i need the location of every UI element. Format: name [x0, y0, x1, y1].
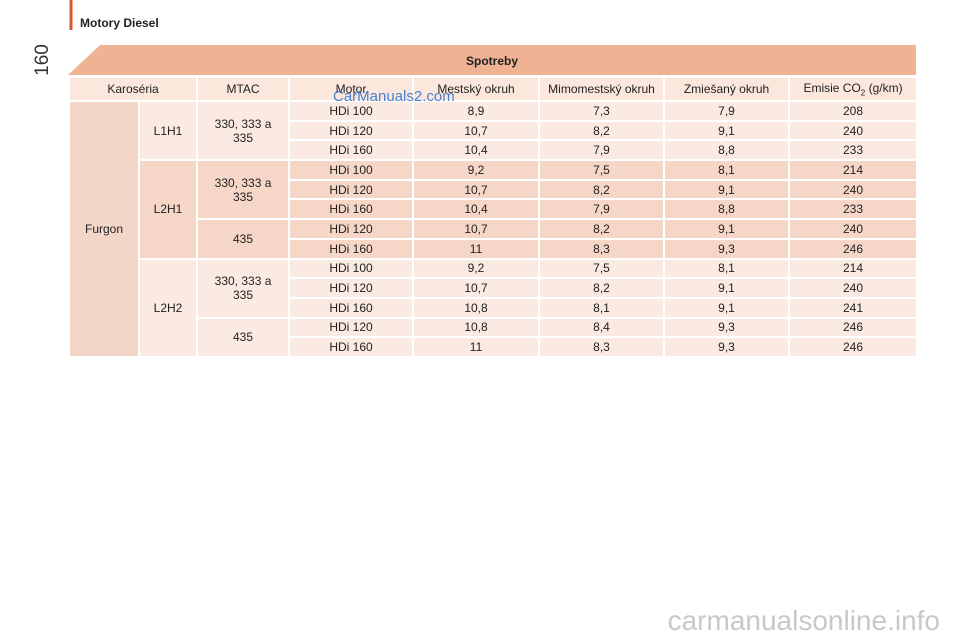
- consumption-table: Karoséria MTAC Motor Mestský okruh Mimomests…: [67, 76, 919, 358]
- value-cell: 10,4: [412, 198, 541, 221]
- value-cell: 7,9: [663, 100, 791, 122]
- value-cell: 8,8: [663, 139, 791, 162]
- value-cell: 7,5: [538, 159, 666, 181]
- column-header: Emisie CO2 (g/km): [788, 76, 919, 102]
- value-cell: 7,9: [538, 139, 666, 162]
- column-header: Karoséria: [67, 76, 199, 102]
- value-cell: 240: [788, 277, 919, 299]
- table-row: HDi 120 10,7 8,2 9,1 240: [69, 277, 919, 299]
- value-cell: 9,1: [663, 296, 791, 319]
- value-cell: 10,8: [412, 316, 541, 339]
- value-cell: 9,1: [663, 119, 791, 142]
- value-cell: 246: [788, 316, 919, 339]
- motor-cell: HDi 160: [288, 296, 415, 319]
- header-unit: (g/km): [868, 80, 903, 95]
- motor-cell: HDi 160: [288, 336, 415, 358]
- column-header: Motor: [288, 76, 415, 102]
- decor: Spotreby Motory Diesel 160: [32, 0, 916, 76]
- value-cell: 233: [788, 198, 919, 221]
- height-cell: L1H1: [137, 99, 199, 162]
- motor-cell: HDi 100: [288, 257, 415, 280]
- value-cell: 214: [788, 257, 919, 280]
- value-cell: 10,7: [412, 178, 541, 201]
- value-cell: 246: [788, 237, 919, 260]
- value-cell: 10,8: [412, 296, 541, 319]
- value-cell: 8,2: [538, 218, 666, 240]
- value-cell: 233: [788, 139, 919, 162]
- mtac-cell: 330, 333 a 335: [196, 159, 291, 221]
- value-cell: 240: [788, 178, 919, 201]
- mtac-cell: 435: [196, 218, 291, 260]
- body-cell: Furgon: [68, 100, 140, 358]
- value-cell: 240: [788, 218, 919, 240]
- value-cell: 9,1: [663, 277, 791, 299]
- value-cell: 9,2: [412, 159, 541, 181]
- table-title: Spotreby: [466, 54, 518, 68]
- table-row: Furgon L1H1 330, 333 a 335 HDi 100 8,9 7,3 7,9…: [68, 99, 919, 358]
- value-cell: 10,4: [412, 139, 541, 162]
- value-cell: 8,1: [538, 296, 666, 319]
- section-title: Motory Diesel: [80, 16, 159, 30]
- column-header: Mestský okruh: [412, 76, 541, 102]
- value-cell: 9,3: [663, 237, 791, 260]
- value-cell: 9,3: [663, 336, 791, 358]
- motor-cell: HDi 120: [288, 277, 415, 299]
- value-cell: 8,1: [663, 257, 791, 280]
- value-cell: 11: [412, 336, 541, 358]
- value-cell: 8,2: [538, 178, 666, 201]
- motor-cell: HDi 160: [288, 139, 415, 162]
- height-cell: L2H2: [137, 257, 199, 358]
- motor-cell: HDi 160: [288, 237, 415, 260]
- table-row: 435 HDi 120 10,8 8,4 9,3 246: [69, 316, 919, 358]
- watermark: CarManuals2.com: [333, 88, 455, 105]
- header-row: Karoséria MTAC Motor Mestský okruh Mimomests…: [67, 76, 919, 102]
- value-cell: 214: [788, 159, 919, 181]
- value-cell: 10,7: [412, 218, 541, 240]
- mtac-cell: 330, 333 a 335: [196, 99, 291, 162]
- mtac-cell: 330, 333 a 335: [196, 257, 291, 319]
- value-cell: 8,8: [663, 198, 791, 221]
- value-cell: 10,7: [412, 277, 541, 299]
- value-cell: 8,2: [538, 277, 666, 299]
- title-bar: [68, 45, 916, 75]
- value-cell: 208: [788, 100, 919, 122]
- value-cell: 241: [788, 296, 919, 319]
- header-subscript: 2: [860, 88, 866, 98]
- value-cell: 8,3: [538, 237, 666, 260]
- value-cell: 8,3: [538, 336, 666, 358]
- watermark: carmanualsonline.info: [667, 605, 940, 636]
- value-cell: 8,1: [663, 159, 791, 181]
- header-text: Emisie CO: [803, 80, 861, 95]
- table-row: L2H2 330, 333 a 335 HDi 100 9,2 7,5 8,1 214: [69, 257, 919, 358]
- value-cell: 9,2: [412, 257, 541, 280]
- value-cell: 9,1: [663, 178, 791, 201]
- value-cell: 11: [412, 237, 541, 260]
- mtac-cell: 435: [196, 316, 291, 358]
- motor-cell: HDi 120: [288, 218, 415, 240]
- value-cell: 8,4: [538, 316, 666, 339]
- value-cell: 7,3: [538, 100, 666, 122]
- motor-cell: HDi 120: [288, 119, 415, 142]
- value-cell: 7,9: [538, 198, 666, 221]
- table-row: 435 HDi 120 10,7 8,2 9,1 240: [69, 218, 919, 260]
- motor-cell: HDi 160: [288, 198, 415, 221]
- column-header: Zmiešaný okruh: [663, 76, 791, 102]
- value-cell: 7,5: [538, 257, 666, 280]
- page-number: 160: [32, 44, 53, 76]
- value-cell: 8,2: [538, 119, 666, 142]
- value-cell: 240: [788, 119, 919, 142]
- height-cell: L2H1: [137, 159, 199, 260]
- column-header: Mimomestský okruh: [538, 76, 666, 102]
- value-cell: 9,3: [663, 316, 791, 339]
- value-cell: 10,7: [412, 119, 541, 142]
- table-row: L2H1 330, 333 a 335 HDi 100 9,2 7,5 8,1 214: [69, 159, 919, 260]
- motor-cell: HDi 120: [288, 316, 415, 339]
- motor-cell: HDi 120: [288, 178, 415, 201]
- value-cell: 9,1: [663, 218, 791, 240]
- column-header: MTAC: [196, 76, 291, 102]
- value-cell: 246: [788, 336, 919, 358]
- motor-cell: HDi 100: [288, 159, 415, 181]
